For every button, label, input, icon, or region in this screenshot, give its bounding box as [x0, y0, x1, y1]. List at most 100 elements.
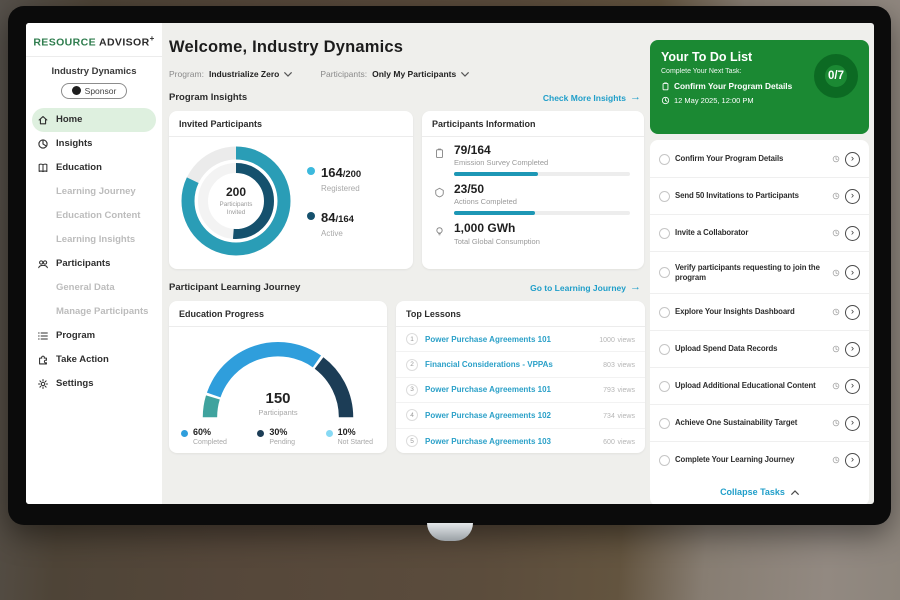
- task-checkbox[interactable]: [659, 381, 670, 392]
- sidebar-item-label: Learning Insights: [56, 234, 135, 245]
- consumption-icon: [434, 226, 445, 237]
- sidebar-item-learning-insights[interactable]: Learning Insights: [26, 228, 162, 252]
- stat-label: Emission Survey Completed: [454, 158, 630, 167]
- task-row[interactable]: Upload Additional Educational Content ›: [650, 368, 869, 405]
- todo-progress-ring: 0/7: [814, 54, 858, 98]
- clock-icon: [832, 269, 840, 277]
- chevron-right-icon[interactable]: ›: [845, 379, 860, 394]
- task-label: Invite a Collaborator: [675, 228, 827, 238]
- registered-total: /200: [343, 169, 362, 180]
- task-checkbox[interactable]: [659, 154, 670, 165]
- task-row[interactable]: Verify participants requesting to join t…: [650, 252, 869, 294]
- collapse-tasks-link[interactable]: Collapse Tasks: [650, 478, 869, 504]
- lesson-title[interactable]: Power Purchase Agreements 101: [425, 385, 596, 394]
- participants-filter[interactable]: Participants: Only My Participants: [320, 69, 469, 79]
- chevron-right-icon[interactable]: ›: [845, 226, 860, 241]
- task-label: Upload Spend Data Records: [675, 344, 827, 354]
- rank-badge: 1: [406, 333, 418, 345]
- legend-item-completed: 60%Completed: [181, 428, 227, 446]
- task-checkbox[interactable]: [659, 191, 670, 202]
- participants-filter-label: Participants:: [320, 69, 367, 79]
- learning-journey-title: Participant Learning Journey: [169, 282, 300, 293]
- participants-filter-value: Only My Participants: [372, 69, 456, 79]
- task-row[interactable]: Achieve One Sustainability Target ›: [650, 405, 869, 442]
- card-title: Invited Participants: [169, 111, 413, 137]
- task-checkbox[interactable]: [659, 267, 670, 278]
- sidebar-item-general-data[interactable]: General Data: [26, 276, 162, 300]
- logo-plus: +: [150, 34, 155, 43]
- sidebar: RESOURCE ADVISOR+ Industry Dynamics Spon…: [26, 23, 162, 504]
- logo-part-advisor: ADVISOR: [99, 37, 150, 49]
- task-row[interactable]: Explore Your Insights Dashboard ›: [650, 294, 869, 331]
- legend-item-active: 84/164 Active: [307, 209, 361, 238]
- task-checkbox[interactable]: [659, 418, 670, 429]
- task-checkbox[interactable]: [659, 307, 670, 318]
- views-suffix: views: [617, 413, 635, 420]
- sidebar-item-settings[interactable]: Settings: [26, 372, 162, 396]
- legend-pct: 10%: [338, 428, 373, 437]
- sidebar-item-participants[interactable]: Participants: [26, 252, 162, 276]
- sidebar-item-education-content[interactable]: Education Content: [26, 204, 162, 228]
- sidebar-item-program[interactable]: Program: [26, 324, 162, 348]
- sidebar-item-insights[interactable]: Insights: [26, 132, 162, 156]
- monitor-bezel: RESOURCE ADVISOR+ Industry Dynamics Spon…: [8, 6, 891, 525]
- sidebar-item-education[interactable]: Education: [26, 156, 162, 180]
- invited-participants-card: Invited Participants: [169, 111, 413, 269]
- card-title: Education Progress: [169, 301, 387, 327]
- chevron-right-icon[interactable]: ›: [845, 189, 860, 204]
- task-row[interactable]: Complete Your Learning Journey ›: [650, 442, 869, 478]
- sidebar-item-learning-journey[interactable]: Learning Journey: [26, 180, 162, 204]
- clock-icon: [832, 456, 840, 464]
- stat-actions-completed: 23/50 Actions Completed: [434, 183, 632, 215]
- donut-center: 200 Participants Invited: [177, 142, 295, 260]
- go-to-learning-journey-link[interactable]: Go to Learning Journey →: [530, 282, 641, 293]
- chevron-right-icon[interactable]: ›: [845, 416, 860, 431]
- task-label: Verify participants requesting to join t…: [675, 263, 827, 283]
- rank-badge: 4: [406, 409, 418, 421]
- lesson-title[interactable]: Power Purchase Agreements 101: [425, 335, 592, 344]
- lesson-row[interactable]: 3 Power Purchase Agreements 101 793 view…: [396, 378, 645, 403]
- link-label: Go to Learning Journey: [530, 283, 626, 293]
- sidebar-item-home[interactable]: Home: [32, 108, 156, 132]
- progress-fill: [454, 211, 535, 215]
- chevron-right-icon[interactable]: ›: [845, 453, 860, 468]
- chevron-right-icon[interactable]: ›: [845, 305, 860, 320]
- invited-card-body: 200 Participants Invited 164/200 Registe…: [169, 137, 413, 260]
- legend-dot: [181, 430, 188, 437]
- check-more-insights-link[interactable]: Check More Insights →: [543, 92, 641, 103]
- chevron-right-icon[interactable]: ›: [845, 342, 860, 357]
- education-gauge-chart: 150 Participants: [183, 331, 373, 423]
- lesson-row[interactable]: 1 Power Purchase Agreements 101 1000 vie…: [396, 327, 645, 352]
- sidebar-item-manage-participants[interactable]: Manage Participants: [26, 300, 162, 324]
- main-content: Welcome, Industry Dynamics Program: Indu…: [162, 23, 648, 504]
- task-checkbox[interactable]: [659, 228, 670, 239]
- rank-badge: 3: [406, 384, 418, 396]
- sidebar-item-take-action[interactable]: Take Action: [26, 348, 162, 372]
- filters-row: Program: Industrialize Zero Participants…: [169, 69, 648, 79]
- lesson-row[interactable]: 4 Power Purchase Agreements 102 734 view…: [396, 403, 645, 428]
- views-suffix: views: [617, 362, 635, 369]
- lesson-title[interactable]: Financial Considerations - VPPAs: [425, 360, 596, 369]
- screen: RESOURCE ADVISOR+ Industry Dynamics Spon…: [26, 23, 874, 504]
- stat-emission-survey: 79/164 Emission Survey Completed: [434, 144, 632, 176]
- todo-summary-card: Your To Do List Complete Your Next Task:…: [650, 40, 869, 134]
- lesson-row[interactable]: 5 Power Purchase Agreements 103 600 view…: [396, 429, 645, 454]
- chevron-right-icon[interactable]: ›: [845, 152, 860, 167]
- sidebar-nav: Home Insights Education Learning Journey…: [26, 108, 162, 396]
- chevron-up-icon: [791, 490, 799, 495]
- legend-item-not-started: 10%Not Started: [326, 428, 373, 446]
- legend-pct: 60%: [193, 428, 227, 437]
- task-row[interactable]: Invite a Collaborator ›: [650, 215, 869, 252]
- task-row[interactable]: Confirm Your Program Details ›: [650, 141, 869, 178]
- lesson-row[interactable]: 2 Financial Considerations - VPPAs 803 v…: [396, 352, 645, 377]
- task-label: Confirm Your Program Details: [675, 154, 827, 164]
- active-value: 84: [321, 210, 335, 225]
- task-row[interactable]: Upload Spend Data Records ›: [650, 331, 869, 368]
- task-checkbox[interactable]: [659, 344, 670, 355]
- program-filter[interactable]: Program: Industrialize Zero: [169, 69, 292, 79]
- lesson-title[interactable]: Power Purchase Agreements 103: [425, 437, 596, 446]
- task-row[interactable]: Send 50 Invitations to Participants ›: [650, 178, 869, 215]
- task-checkbox[interactable]: [659, 455, 670, 466]
- chevron-right-icon[interactable]: ›: [845, 265, 860, 280]
- lesson-title[interactable]: Power Purchase Agreements 102: [425, 411, 596, 420]
